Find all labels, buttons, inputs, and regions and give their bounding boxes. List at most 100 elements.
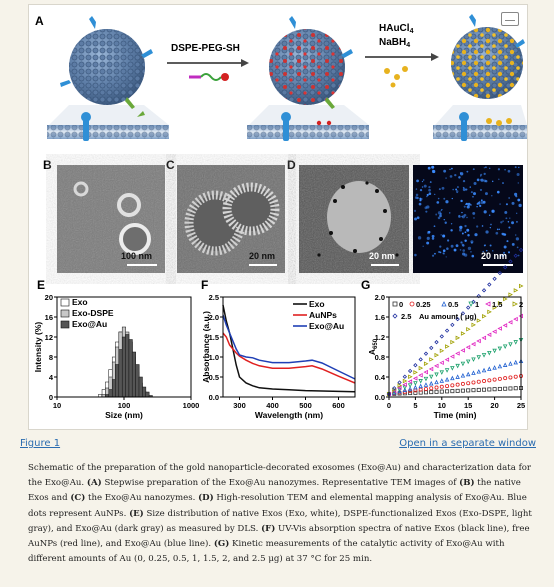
marker (487, 387, 492, 392)
map-dot (461, 243, 464, 246)
legend-label: 1 (475, 300, 479, 309)
marker (460, 373, 466, 378)
marker (497, 301, 503, 306)
marker (439, 334, 444, 339)
map-dot (507, 169, 511, 173)
marker (508, 361, 513, 366)
marker (413, 363, 418, 368)
map-dot (443, 169, 447, 173)
marker (423, 351, 429, 356)
marker (476, 369, 482, 374)
panel-label-e: E (37, 278, 45, 292)
map-dot (445, 256, 447, 258)
marker (476, 338, 481, 344)
marker (502, 344, 508, 349)
marker (407, 379, 413, 384)
marker (455, 382, 460, 387)
bar-exoau (142, 386, 147, 398)
map-dot (432, 169, 434, 172)
map-dot (442, 252, 445, 255)
marker (476, 379, 481, 384)
marker (487, 350, 492, 356)
map-dot (440, 209, 442, 212)
marker (392, 386, 397, 391)
map-dot (442, 234, 446, 238)
marker (444, 328, 450, 333)
marker (423, 361, 429, 367)
map-dot (505, 203, 508, 206)
map-dot (431, 234, 435, 238)
marker (408, 374, 413, 379)
open-separate-window-link[interactable]: Open in a separate window (399, 438, 536, 449)
marker (434, 379, 439, 385)
marker (481, 353, 487, 358)
marker (409, 301, 415, 307)
marker (445, 344, 450, 349)
marker (408, 389, 413, 394)
chart-e-ytick-label: 0 (49, 393, 53, 402)
map-dot (428, 186, 431, 189)
map-dot (483, 210, 487, 214)
marker (402, 382, 407, 387)
map-dot (470, 191, 473, 194)
map-dot (427, 230, 431, 234)
chart-f-ytick-label: 0.0 (209, 393, 219, 402)
map-dot (462, 249, 466, 252)
map-dot (472, 211, 476, 215)
marker (465, 371, 471, 377)
marker (518, 283, 524, 289)
map-dot (464, 253, 468, 257)
marker (471, 380, 476, 385)
map-dot (476, 206, 478, 208)
marker (513, 359, 518, 365)
map-dot (461, 215, 463, 218)
reagent-haucl4: HAuCl4 (379, 23, 414, 35)
map-dot (485, 166, 487, 169)
marker (513, 386, 518, 391)
map-dot (515, 237, 520, 241)
legend-label: 2.5 (401, 312, 411, 321)
figure-1-link[interactable]: Figure 1 (20, 438, 61, 449)
map-dot (491, 180, 494, 183)
map-dot (483, 172, 486, 176)
marker (413, 390, 418, 395)
map-dot (435, 213, 438, 216)
map-dot (418, 202, 422, 206)
map-dot (498, 228, 501, 231)
reagent-dspe-peg-sh: DSPE-PEG-SH (171, 43, 240, 54)
marker (513, 253, 518, 258)
marker (397, 388, 402, 394)
map-dot (517, 182, 520, 184)
legend-label: 0.5 (448, 300, 458, 309)
marker (492, 305, 498, 310)
map-dot (483, 167, 485, 169)
chart-g-ytick-label: 0.8 (375, 353, 385, 362)
marker (397, 385, 402, 391)
marker (450, 375, 455, 381)
marker (407, 383, 413, 388)
map-dot (463, 213, 467, 217)
marker (476, 387, 481, 392)
marker (492, 365, 497, 370)
expand-icon[interactable] (501, 12, 519, 26)
legend-swatch (60, 298, 70, 307)
map-dot (458, 176, 461, 179)
map-dot (462, 186, 465, 189)
marker (482, 379, 487, 384)
marker (434, 385, 439, 390)
map-dot (454, 173, 457, 177)
map-dot (450, 223, 453, 225)
legend-label: Exo (72, 297, 88, 307)
marker (434, 372, 439, 378)
map-dot (501, 254, 505, 258)
map-dot (459, 225, 463, 230)
map-dot (413, 209, 417, 212)
marker (502, 362, 508, 367)
map-dot (473, 181, 477, 186)
map-dot (500, 221, 503, 224)
map-dot (483, 179, 487, 183)
map-dot (415, 188, 418, 190)
chart-g-ytick-label: 1.2 (375, 333, 385, 342)
map-dot (450, 244, 454, 248)
marker (502, 323, 508, 328)
